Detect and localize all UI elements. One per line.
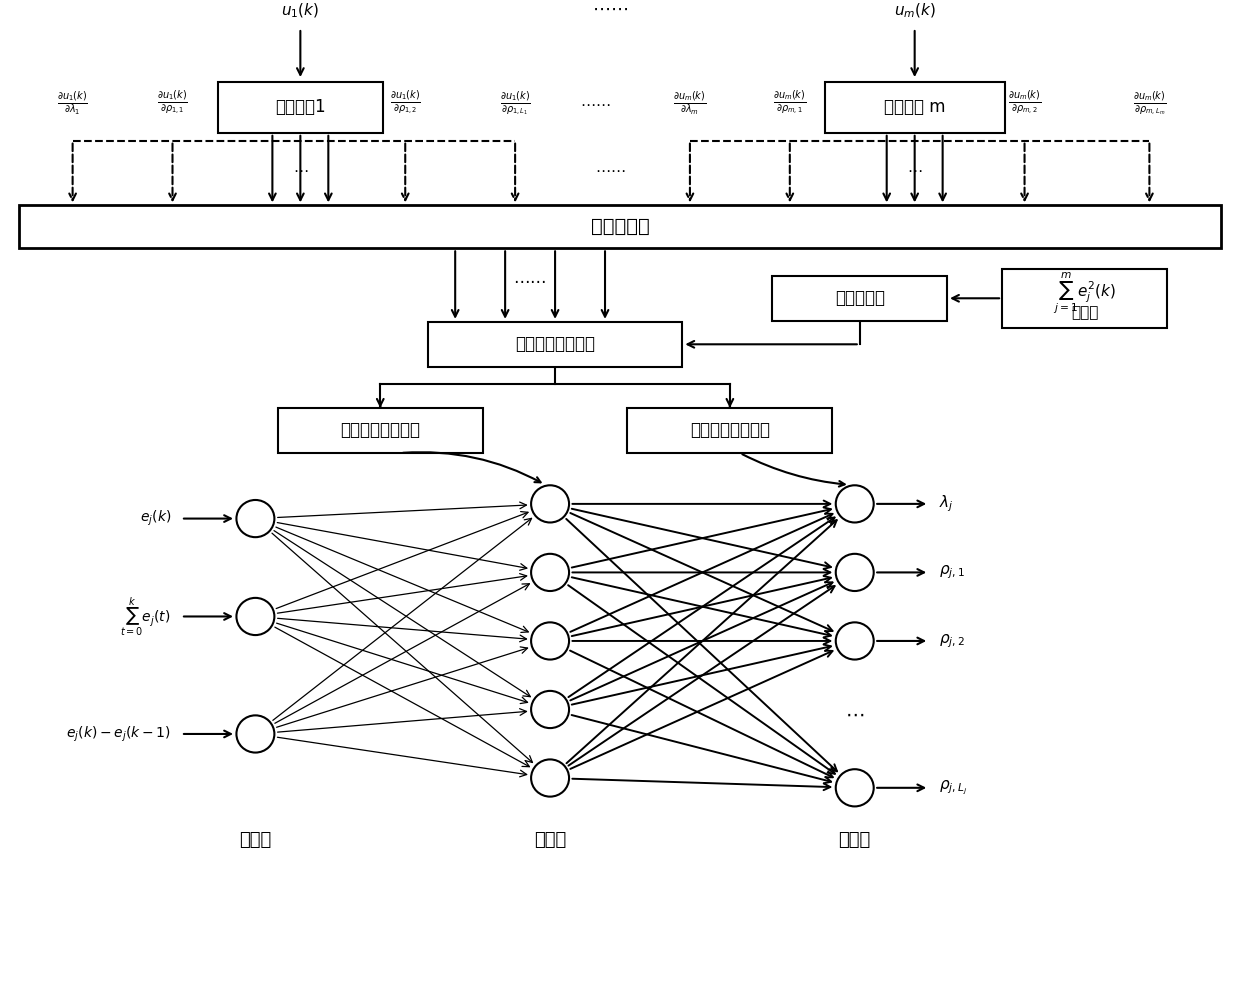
Circle shape: [836, 622, 874, 659]
Text: $\rho_{j,2}$: $\rho_{j,2}$: [939, 632, 965, 649]
Text: $\rho_{j,L_j}$: $\rho_{j,L_j}$: [939, 779, 967, 797]
Bar: [428, 322, 682, 367]
Text: $\frac{\partial u_m(k)}{\partial \rho_{m,2}}$: $\frac{\partial u_m(k)}{\partial \rho_{m…: [1008, 90, 1042, 118]
Text: 系统误差反向传播: 系统误差反向传播: [515, 336, 595, 354]
Circle shape: [836, 553, 874, 591]
Text: $\frac{\partial u_m(k)}{\partial \rho_{m,L_m}}$: $\frac{\partial u_m(k)}{\partial \rho_{m…: [1133, 89, 1166, 118]
Bar: [1002, 269, 1167, 328]
Text: 最小化: 最小化: [1071, 306, 1099, 321]
Text: 更新输出层权系数: 更新输出层权系数: [689, 422, 770, 440]
Text: $\sum_{t=0}^{k}e_j(t)$: $\sum_{t=0}^{k}e_j(t)$: [120, 595, 171, 637]
Text: $\frac{\partial u_1(k)}{\partial \rho_{1,2}}$: $\frac{\partial u_1(k)}{\partial \rho_{1…: [389, 90, 420, 118]
Bar: [218, 82, 383, 133]
Circle shape: [531, 622, 569, 659]
Text: $\cdots\cdots$: $\cdots\cdots$: [513, 271, 547, 289]
Text: $e_j(k)-e_j(k-1)$: $e_j(k)-e_j(k-1)$: [67, 724, 171, 743]
Circle shape: [237, 500, 274, 537]
Text: 梯度下降法: 梯度下降法: [835, 290, 884, 308]
Text: $\frac{\partial u_1(k)}{\partial \rho_{1,L_1}}$: $\frac{\partial u_1(k)}{\partial \rho_{1…: [500, 89, 531, 118]
Circle shape: [531, 759, 569, 796]
Text: $u_m(k)$: $u_m(k)$: [894, 2, 936, 20]
Text: $\cdots$: $\cdots$: [846, 705, 864, 724]
Text: 更新隐含层权系数: 更新隐含层权系数: [340, 422, 420, 440]
Text: $\rho_{j,1}$: $\rho_{j,1}$: [939, 563, 965, 581]
Text: 输入层: 输入层: [239, 831, 272, 849]
Bar: [627, 408, 832, 453]
Bar: [278, 408, 482, 453]
Text: 梯度信息集: 梯度信息集: [590, 218, 650, 237]
Text: $\cdots\cdots$: $\cdots\cdots$: [579, 96, 610, 111]
Text: $\frac{\partial u_1(k)}{\partial \rho_{1,1}}$: $\frac{\partial u_1(k)}{\partial \rho_{1…: [157, 90, 188, 118]
Text: $\cdots$: $\cdots$: [293, 162, 308, 177]
Bar: [19, 205, 1221, 249]
Text: $\cdots\cdots$: $\cdots\cdots$: [595, 162, 625, 177]
Text: $\lambda_j$: $\lambda_j$: [939, 494, 954, 514]
Text: $\cdots$: $\cdots$: [906, 162, 923, 177]
Text: $\frac{\partial u_1(k)}{\partial \lambda_1}$: $\frac{\partial u_1(k)}{\partial \lambda…: [57, 90, 88, 117]
Text: 输出层: 输出层: [838, 831, 870, 849]
Text: $\cdots\cdots$: $\cdots\cdots$: [591, 0, 627, 18]
Text: $e_j(k)$: $e_j(k)$: [140, 508, 171, 528]
Bar: [773, 276, 947, 321]
Circle shape: [237, 715, 274, 752]
Text: $\frac{\partial u_m(k)}{\partial \lambda_m}$: $\frac{\partial u_m(k)}{\partial \lambda…: [673, 90, 707, 117]
Text: $u_1(k)$: $u_1(k)$: [281, 2, 320, 20]
Circle shape: [237, 597, 274, 635]
Circle shape: [836, 486, 874, 522]
Circle shape: [531, 486, 569, 522]
Text: $\frac{\partial u_m(k)}{\partial \rho_{m,1}}$: $\frac{\partial u_m(k)}{\partial \rho_{m…: [774, 90, 806, 118]
Circle shape: [836, 769, 874, 806]
Circle shape: [531, 691, 569, 728]
Circle shape: [531, 553, 569, 591]
Text: 梯度信息 m: 梯度信息 m: [884, 98, 945, 116]
Text: 隐含层: 隐含层: [534, 831, 567, 849]
Bar: [825, 82, 1004, 133]
Text: $\sum_{j=1}^{m}e_j^2(k)$: $\sum_{j=1}^{m}e_j^2(k)$: [1053, 271, 1116, 316]
Text: 梯度信息1: 梯度信息1: [275, 98, 326, 116]
